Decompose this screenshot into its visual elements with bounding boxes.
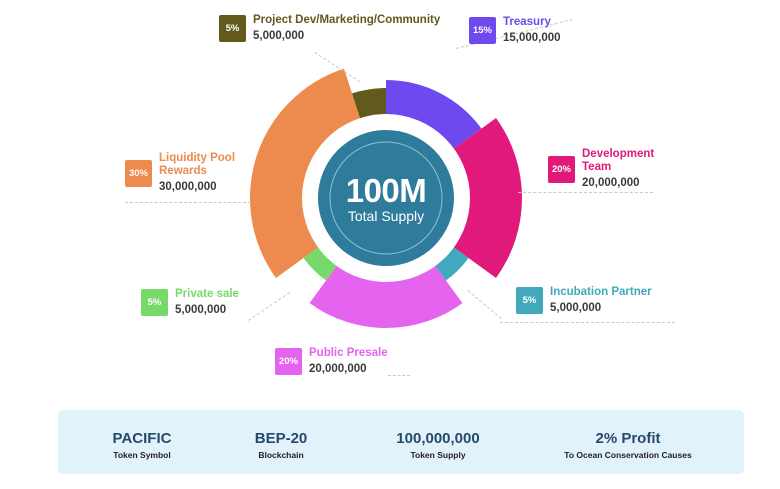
slice-label-public-presale: 20% Public Presale 20,000,000 (275, 347, 388, 376)
info-profit: 2% Profit To Ocean Conservation Causes (564, 430, 691, 460)
slice-label-development-team: 20% Development Team 20,000,000 (548, 148, 654, 190)
info-label: Blockchain (258, 450, 304, 460)
percent-badge: 20% (275, 348, 302, 375)
slice-name: Project Dev/Marketing/Community (253, 14, 441, 26)
slice-amount: 20,000,000 (582, 177, 640, 189)
slice-amount: 30,000,000 (159, 181, 217, 193)
slice-name: Development Team (582, 148, 655, 173)
center-total-label: Total Supply (347, 208, 425, 224)
info-label: To Ocean Conservation Causes (564, 450, 692, 460)
slice-label-treasury: 15% Treasury 15,000,000 (469, 16, 561, 45)
slice-name: Liquidity Pool Rewards (159, 152, 236, 177)
leader-line-development-team (518, 192, 653, 193)
info-value: 2% Profit (595, 430, 661, 447)
slice-public-presale (309, 261, 463, 328)
slice-name: Treasury (503, 16, 551, 28)
percent-badge: 5% (516, 287, 543, 314)
info-token-supply: 100,000,000 Token Supply (396, 430, 479, 460)
token-allocation-chart (250, 68, 522, 328)
leader-line-liquidity-pool (125, 202, 251, 203)
info-label: Token Supply (410, 450, 466, 460)
info-label: Token Symbol (113, 450, 171, 460)
info-value: BEP-20 (254, 430, 308, 447)
slice-amount: 5,000,000 (253, 30, 305, 42)
token-info-bar: PACIFIC Token Symbol BEP-20 Blockchain 1… (58, 410, 744, 474)
center-disk (318, 130, 454, 266)
slice-amount: 15,000,000 (503, 32, 561, 44)
info-blockchain: BEP-20 Blockchain (255, 430, 308, 460)
percent-badge: 5% (141, 289, 168, 316)
leader-line-public-presale (388, 375, 410, 376)
info-value: 100,000,000 (396, 430, 480, 447)
info-value: PACIFIC (112, 430, 172, 447)
slice-incubation-partner (431, 243, 469, 281)
info-token-symbol: PACIFIC Token Symbol (113, 430, 172, 460)
slice-label-incubation-partner: 5% Incubation Partner 5,000,000 (516, 286, 652, 315)
leader-line-incubation-partner-2 (500, 322, 675, 323)
slice-treasury (386, 80, 482, 153)
center-total-value: 100M (345, 172, 427, 209)
slice-name: Public Presale (309, 347, 388, 359)
percent-badge: 15% (469, 17, 496, 44)
slice-development-team (449, 118, 522, 278)
slice-amount: 20,000,000 (309, 363, 367, 375)
center-inner-ring (329, 141, 443, 255)
slice-private-sale (303, 243, 341, 281)
slice-name: Incubation Partner (550, 286, 652, 298)
slice-amount: 5,000,000 (550, 302, 602, 314)
slice-label-private-sale: 5% Private sale 5,000,000 (141, 288, 239, 317)
percent-badge: 20% (548, 155, 575, 183)
slice-amount: 5,000,000 (175, 304, 227, 316)
slice-name: Private sale (175, 288, 239, 300)
percent-badge: 30% (125, 159, 152, 187)
percent-badge: 5% (219, 15, 246, 42)
slice-label-project-dev: 5% Project Dev/Marketing/Community 5,000,… (219, 14, 440, 43)
slice-label-liquidity-pool-rewards: 30% Liquidity Pool Rewards 30,000,000 (125, 152, 235, 194)
